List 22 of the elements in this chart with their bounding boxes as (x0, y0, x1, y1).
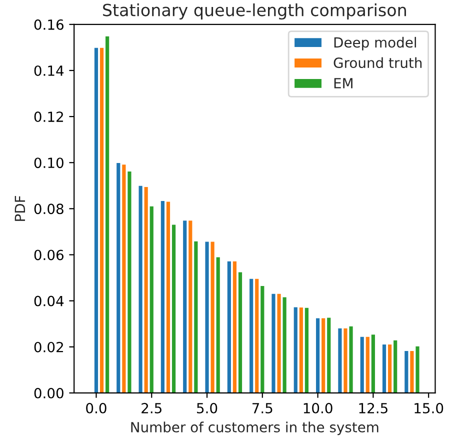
x-tick-label: 12.5 (359, 402, 388, 414)
x-tick-label: 5.0 (197, 402, 218, 414)
x-tick-label: 2.5 (142, 402, 162, 414)
y-tick-label: 0.00 (34, 388, 64, 398)
legend-label: EM (334, 78, 352, 88)
y-tick-label: 0.10 (34, 158, 64, 168)
x-tick-label: 7.5 (252, 403, 272, 414)
x-tick-label: 15.0 (414, 402, 444, 414)
y-tick-label: 0.16 (34, 19, 64, 30)
x-tick-label: 0.0 (86, 402, 106, 414)
y-axis-title: PDF (14, 196, 25, 221)
y-tick-label: 0.08 (34, 204, 64, 214)
y-tick-label: 0.02 (34, 342, 63, 352)
legend-label: Ground truth (334, 57, 422, 68)
legend-label: Deep model (334, 36, 416, 50)
chart-title: Stationary queue-length comparison (103, 3, 406, 20)
x-tick-label: 10.0 (304, 402, 332, 414)
y-tick-label: 0.14 (34, 65, 64, 76)
x-axis-title: Number of customers in the system (131, 422, 378, 436)
y-tick-label: 0.12 (34, 112, 63, 122)
y-tick-label: 0.04 (34, 296, 64, 306)
y-tick-label: 0.06 (34, 250, 64, 260)
